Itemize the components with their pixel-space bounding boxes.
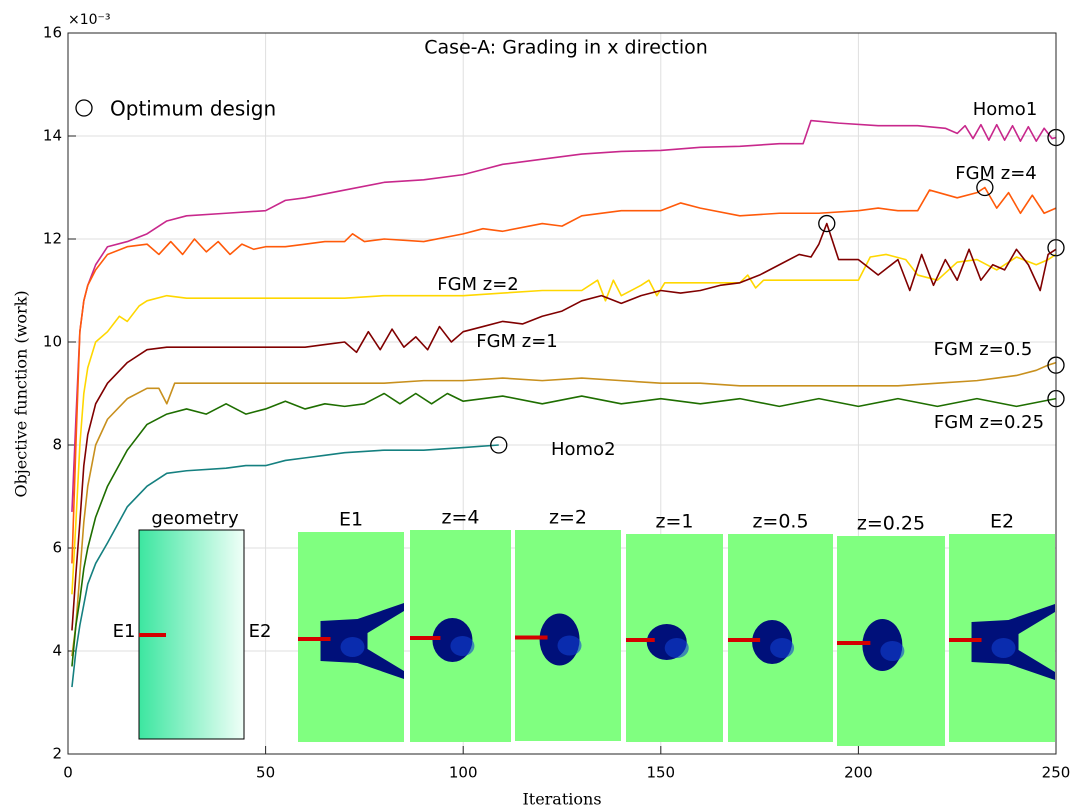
topology-blob-edge bbox=[557, 635, 582, 656]
optimum-marker bbox=[490, 436, 508, 454]
series-label: FGM z=0.25 bbox=[934, 412, 1044, 433]
series-label: Homo2 bbox=[551, 439, 616, 460]
inset-label: E1 bbox=[113, 621, 136, 642]
x-tick-label: 0 bbox=[63, 764, 73, 782]
topology-blob-edge bbox=[770, 638, 795, 658]
series-line bbox=[71, 119, 1057, 512]
legend-marker bbox=[75, 99, 93, 117]
inset-label: z=0.5 bbox=[752, 511, 808, 533]
y-tick-label: 6 bbox=[52, 539, 62, 557]
x-tick-label: 50 bbox=[256, 764, 275, 782]
chart-title: Case-A: Grading in x direction bbox=[424, 37, 708, 59]
inset-label: z=0.25 bbox=[857, 513, 925, 535]
y-tick-label: 8 bbox=[52, 436, 62, 454]
series-line bbox=[71, 253, 1057, 595]
series-line bbox=[71, 392, 1057, 667]
x-tick-label: 200 bbox=[844, 764, 873, 782]
y-tick-label: 16 bbox=[43, 24, 62, 42]
inset-label: z=1 bbox=[656, 511, 694, 533]
optimum-marker bbox=[976, 178, 994, 197]
series-line bbox=[71, 222, 1057, 631]
inset-label: z=4 bbox=[442, 507, 480, 529]
y-tick-label: 12 bbox=[43, 230, 62, 248]
series-label: FGM z=0.5 bbox=[934, 339, 1033, 360]
topology-blob-edge bbox=[450, 636, 475, 656]
y-tick-label: 14 bbox=[43, 127, 62, 145]
lines bbox=[71, 119, 1065, 688]
series-line bbox=[71, 444, 499, 688]
insets: geometry E1 E2 E1 z=4 z=2 z=1 z=0.5 z=0.25 E2 bbox=[113, 507, 1055, 746]
topology-blob-edge bbox=[991, 638, 1016, 658]
series-line bbox=[71, 361, 1057, 657]
inset-label: E2 bbox=[249, 621, 272, 642]
y-tick-label: 2 bbox=[52, 745, 62, 763]
inset-label: E1 bbox=[339, 509, 363, 531]
optimum-marker bbox=[818, 214, 836, 233]
series-line bbox=[71, 186, 1057, 564]
y-tick-label: 4 bbox=[52, 642, 62, 660]
inset-label: E2 bbox=[990, 511, 1014, 533]
axes-box bbox=[67, 32, 1057, 755]
x-tick-label: 250 bbox=[1042, 764, 1071, 782]
y-tick-label: 10 bbox=[43, 333, 62, 351]
series-label: FGM z=2 bbox=[437, 274, 519, 295]
x-tick-label: 100 bbox=[449, 764, 478, 782]
series-label: FGM z=4 bbox=[955, 163, 1037, 184]
legend-label: Optimum design bbox=[110, 97, 276, 121]
inset-label: geometry bbox=[151, 508, 239, 529]
x-axis-label: Iterations bbox=[522, 790, 601, 809]
topology-blob-edge bbox=[340, 637, 365, 657]
texts: Case-A: Grading in x direction Iteration… bbox=[12, 12, 1071, 809]
y-axis-label: Objective function (work) bbox=[12, 290, 31, 497]
topology-blob-edge bbox=[664, 638, 689, 658]
series-label: FGM z=1 bbox=[476, 331, 558, 352]
exponent-label: ×10⁻³ bbox=[68, 12, 111, 28]
series-label: Homo1 bbox=[973, 99, 1038, 120]
inset-label: z=2 bbox=[549, 507, 587, 529]
topology-blob-edge bbox=[880, 641, 905, 661]
x-tick-label: 150 bbox=[646, 764, 675, 782]
